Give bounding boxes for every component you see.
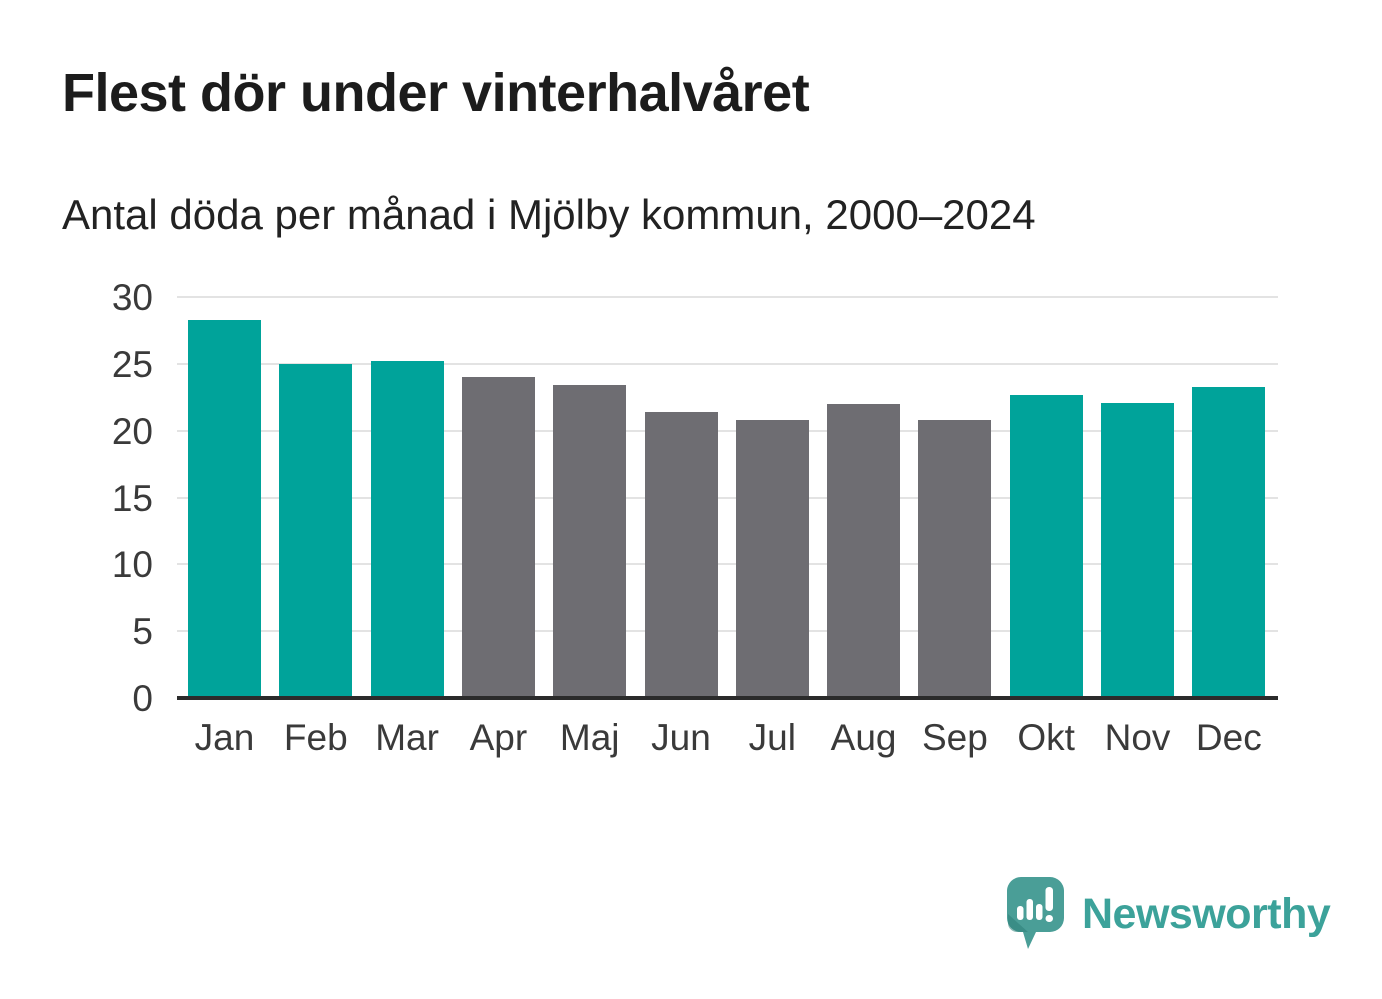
x-axis-label-sep: Sep	[921, 717, 988, 758]
gridline-30	[177, 296, 1278, 298]
gridline-25	[177, 362, 1278, 365]
y-axis-tick-label-20: 20	[111, 410, 153, 452]
x-axis-label-feb: Feb	[283, 717, 348, 758]
chart-subtitle: Antal döda per månad i Mjölby kommun, 20…	[62, 191, 1036, 238]
chart-title: Flest dör under vinterhalvåret	[62, 63, 810, 123]
x-axis-label-mar: Mar	[375, 717, 439, 758]
y-axis-tick-label-30: 30	[111, 277, 153, 318]
y-axis-tick-label-10: 10	[111, 544, 153, 586]
newsworthy-speech-bubble-chart-icon	[1007, 877, 1064, 949]
bar-dec	[1192, 386, 1266, 698]
gridline-5	[177, 630, 1278, 633]
x-axis-label-jan: Jan	[194, 717, 255, 758]
bar-jun	[644, 411, 718, 698]
x-axis-label-okt: Okt	[1017, 717, 1075, 758]
newsworthy-logo-text: Newsworthy	[1082, 889, 1331, 938]
x-axis-label-jun: Jun	[651, 717, 711, 758]
x-axis-label-maj: Maj	[559, 717, 620, 758]
x-axis-label-aug: Aug	[830, 717, 897, 758]
plot-area	[177, 296, 1278, 700]
bar-maj	[553, 385, 627, 698]
bar-aug	[827, 403, 901, 698]
bar-jul	[735, 419, 809, 698]
bar-okt	[1009, 394, 1083, 698]
gridline-20	[177, 429, 1278, 432]
x-axis-label-dec: Dec	[1195, 717, 1262, 758]
y-axis-tick-label-0: 0	[132, 678, 153, 719]
y-axis-tick-label-5: 5	[132, 611, 153, 653]
gridline-10	[177, 563, 1278, 566]
y-axis-tick-label-25: 25	[111, 343, 153, 385]
bar-feb	[279, 363, 353, 698]
bar-apr	[461, 377, 535, 698]
bar-sep	[918, 419, 992, 698]
newsworthy-branding: Newsworthy	[1006, 876, 1331, 952]
x-axis-label-jul: Jul	[748, 717, 796, 758]
x-axis-label-apr: Apr	[469, 717, 528, 758]
gridline-15	[177, 496, 1278, 499]
x-axis-label-nov: Nov	[1104, 717, 1171, 758]
x-axis-baseline	[177, 696, 1278, 700]
bar-nov	[1101, 402, 1174, 698]
bar-jan	[188, 319, 261, 698]
y-axis-tick-label-15: 15	[111, 477, 153, 519]
bar-mar	[370, 361, 444, 698]
